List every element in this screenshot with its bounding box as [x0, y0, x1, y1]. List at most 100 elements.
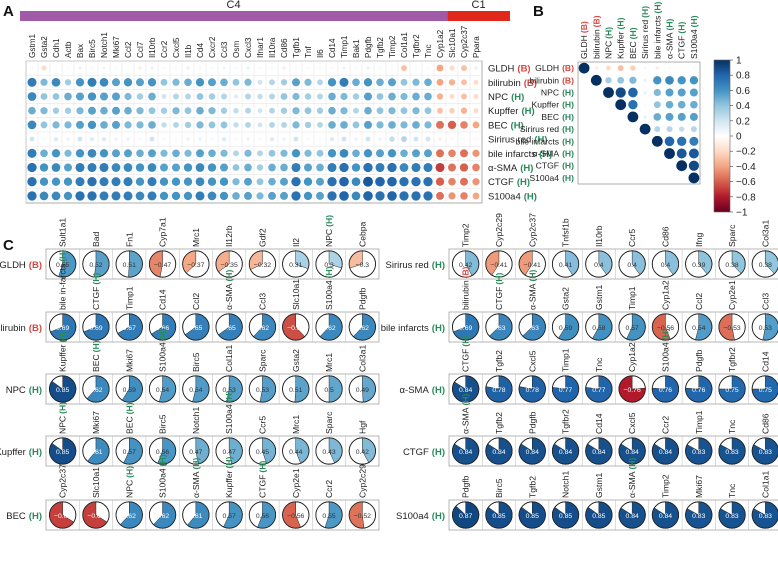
cell-circle [352, 93, 360, 100]
cell-circle [114, 66, 118, 70]
pie-gene-name: BEC [124, 416, 134, 434]
cell-circle [268, 149, 276, 157]
pie-value-label: 0.61 [89, 449, 102, 456]
cell-circle [449, 94, 455, 99]
pie-gene-label: Cyp7a1 [158, 217, 168, 247]
cell-circle [123, 177, 133, 187]
cell-circle [75, 92, 85, 101]
gene-label: Timp1 [340, 35, 349, 58]
cell-circle [643, 78, 647, 83]
pie-outline [182, 437, 210, 465]
gene-label: Ccl3 [220, 41, 229, 58]
cell-circle [183, 177, 193, 186]
cell-circle [28, 106, 36, 115]
pie-value-label: −0.3 [356, 262, 370, 269]
cell-circle [64, 107, 72, 114]
cell-circle [162, 137, 166, 141]
pie-outline [82, 313, 110, 341]
cell-circle [160, 149, 168, 157]
pie-row-label: CTGF (H) [403, 447, 445, 458]
pie-gene-label: S100a4 (H) [660, 328, 670, 372]
legend-tick-label: −0.4 [736, 162, 756, 173]
cell-circle [256, 164, 264, 171]
col-label-b-name: BEC [628, 41, 638, 59]
cell-circle [184, 149, 192, 157]
cell-circle [150, 66, 154, 70]
pie-outline [452, 250, 480, 278]
cell-circle [269, 79, 275, 86]
pie-gene-tag: (B) [461, 266, 471, 278]
cell-circle [438, 137, 442, 141]
cell-circle [269, 107, 275, 114]
pie-gene-name: Il2 [291, 238, 301, 247]
pie-outline [751, 313, 778, 341]
cell-circle [436, 64, 444, 72]
cell-circle [30, 66, 34, 70]
pie-value-label: 0.69 [89, 325, 102, 332]
row-label-b-name: NPC [541, 88, 559, 98]
cell-circle [459, 163, 469, 172]
pie-gene-label: bile in-farcts (H) [58, 250, 68, 310]
pie-gene-label: NPC (H) [124, 466, 134, 498]
cell-circle [291, 78, 301, 87]
pie-row-label-name: Sirirus red [386, 260, 429, 271]
legend-tick-label: 1 [736, 56, 742, 67]
pie-gene-tag: (H) [224, 390, 234, 402]
cell-circle [617, 65, 624, 72]
cell-circle [677, 112, 686, 121]
pie-value-label: 0.58 [592, 325, 605, 332]
cell-circle [390, 66, 394, 70]
cell-circle [87, 148, 97, 158]
pie-value-label: 0.69 [56, 325, 69, 332]
cell-circle [643, 103, 647, 106]
pie-outline [618, 250, 646, 278]
pie-gene-name: Col3a1 [357, 345, 367, 372]
pie-gene-tag: (H) [527, 269, 537, 281]
pie-gene-tag: (H) [124, 466, 134, 478]
row-label-b-tag: (H) [562, 112, 574, 122]
cell-circle [291, 162, 301, 173]
pie-value-label: 0.69 [459, 325, 472, 332]
cell-circle [63, 177, 73, 186]
pie-row-label-name: Kupffer [0, 447, 26, 458]
pie-row-label-name: GLDH [0, 260, 26, 271]
cell-circle [27, 92, 37, 101]
col-label-b-tag: (H) [640, 6, 650, 18]
cell-circle [688, 172, 700, 184]
cell-circle [99, 77, 109, 87]
pie-row-label: α-SMA (H) [400, 385, 445, 396]
cell-circle [676, 160, 688, 172]
cell-circle [244, 78, 252, 86]
pie-outline [751, 375, 778, 403]
pie-gene-label: Cyp2c29 [494, 213, 504, 247]
pie-outline [315, 313, 343, 341]
pie-outline [485, 313, 513, 341]
pie-row-label: Sirirus red (H) [386, 260, 446, 271]
cell-circle [184, 107, 192, 115]
pie-outline [518, 437, 546, 465]
pie-outline [215, 437, 243, 465]
cell-circle [135, 163, 145, 172]
cell-circle [363, 176, 373, 187]
cell-circle [339, 176, 349, 187]
cell-circle [52, 121, 60, 129]
row-label-a-tag: (H) [521, 106, 534, 117]
panel-label-a: A [3, 3, 14, 20]
gene-label: Tgfbr2 [412, 34, 421, 58]
gene-label: Il1b [184, 44, 193, 58]
pie-gene-label: Timp1 [561, 348, 571, 372]
row-label-b-tag: (B) [562, 63, 574, 73]
cell-circle [148, 107, 156, 115]
pie-gene-name: Cd14 [158, 289, 168, 310]
pie-gene-name: CTGF [257, 475, 267, 498]
pie-gene-name: Pdgfb [527, 411, 537, 434]
pie-gene-name: Notch1 [561, 471, 571, 498]
cell-circle [39, 177, 49, 186]
pie-value-label: 0.62 [322, 325, 335, 332]
cell-circle [339, 162, 349, 173]
pie-gene-tag: (H) [627, 457, 637, 469]
col-label-b-tag: (H) [665, 18, 675, 30]
pie-gene-name: Ifng [694, 232, 704, 247]
gene-label: Cyp2c37 [460, 25, 469, 58]
cell-circle [136, 93, 144, 100]
